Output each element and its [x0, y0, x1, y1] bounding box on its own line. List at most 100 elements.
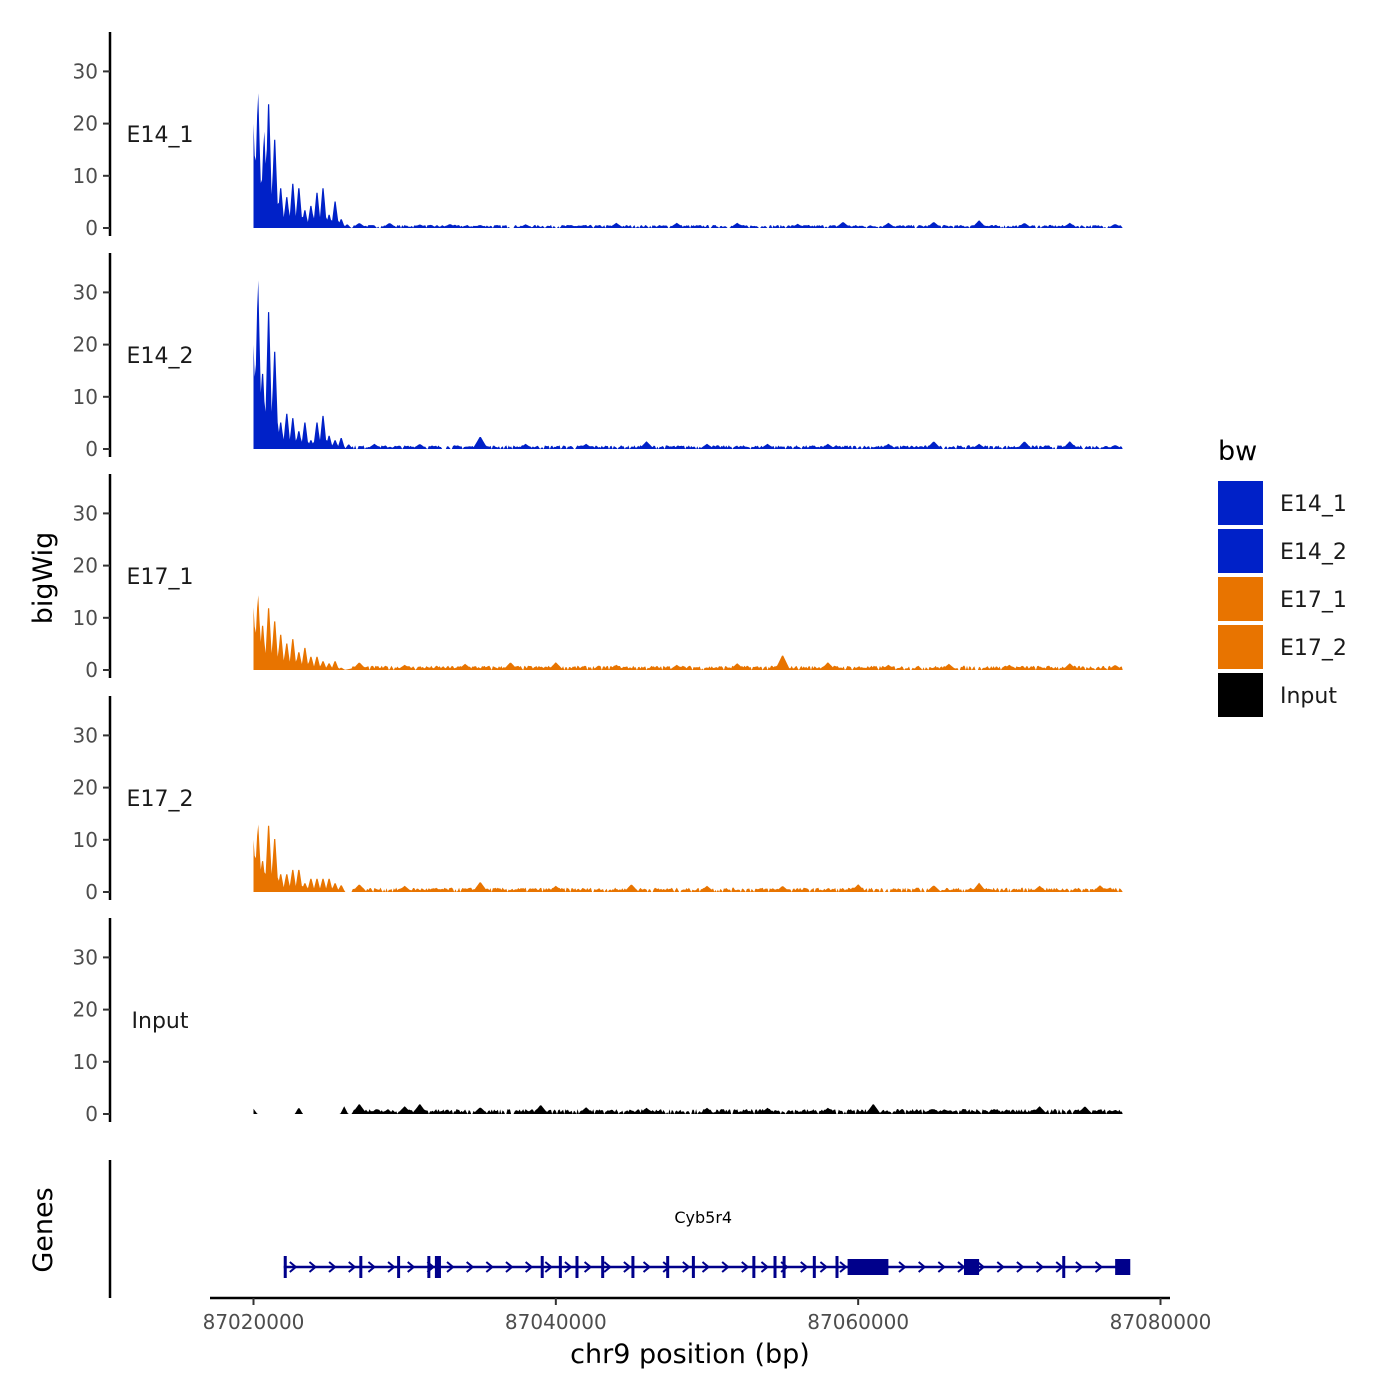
signal-area-E17_1 [253, 595, 1123, 670]
signal-area-E14_1 [253, 93, 1123, 228]
strand-arrow [544, 1261, 553, 1273]
strand-arrow [446, 1261, 455, 1273]
gene-exon [631, 1256, 635, 1278]
gene-exon [782, 1256, 786, 1278]
x-axis-title: chr9 position (bp) [570, 1339, 810, 1370]
legend-key-Input [1218, 673, 1263, 717]
strand-arrow [505, 1261, 514, 1273]
gene-exon [752, 1256, 756, 1278]
gene-exon [601, 1256, 605, 1278]
track-E14_1: 0 10 20 30 E14_1 [73, 32, 1123, 240]
gene-exon [1115, 1259, 1131, 1275]
strand-arrow [583, 1261, 593, 1273]
gene-track: Cyb5r4 [108, 1160, 1131, 1298]
y-tick-label: 30 [73, 59, 98, 83]
y-tick-label: 10 [73, 1050, 98, 1074]
x-tick-label: 87020000 [203, 1310, 305, 1334]
strand-arrow [623, 1261, 632, 1273]
y-tick-label: 30 [73, 501, 98, 525]
y-tick-label: 0 [85, 437, 98, 461]
x-tick-label: 87060000 [807, 1310, 909, 1334]
strand-arrow [308, 1261, 318, 1273]
strand-arrow [760, 1261, 770, 1273]
y-tick-label: 30 [73, 945, 98, 969]
strand-arrow [996, 1261, 1005, 1273]
legend-key-E14_1 [1218, 481, 1263, 525]
y-tick-label: 10 [73, 385, 98, 409]
strand-arrow [937, 1261, 946, 1273]
gene-exon [847, 1259, 889, 1275]
gene-exon [812, 1256, 816, 1278]
strand-arrow [367, 1261, 376, 1273]
track-E14_2: 0 10 20 30 E14_2 [73, 253, 1123, 461]
track-label-E14_1: E14_1 [127, 123, 194, 148]
track-E17_2: 0 10 20 30 E17_2 [73, 696, 1123, 904]
strand-arrow [485, 1261, 494, 1273]
legend-label-E17_1: E17_1 [1280, 588, 1347, 613]
strand-arrow [1035, 1261, 1045, 1273]
track-label-Input: Input [132, 1009, 189, 1034]
gene-exon [575, 1256, 579, 1278]
strand-arrow [1094, 1261, 1104, 1273]
strand-arrow [741, 1261, 750, 1273]
y-tick-label: 10 [73, 606, 98, 630]
gene-exon [835, 1256, 839, 1278]
strand-arrow [564, 1261, 573, 1273]
strand-arrow [976, 1261, 986, 1273]
strand-arrow [524, 1261, 534, 1273]
gene-exon [691, 1256, 695, 1278]
gene-name-label: Cyb5r4 [674, 1208, 732, 1227]
legend: bw E14_1 E14_2 E17_1 E17_2 Input [1218, 436, 1347, 717]
strand-arrow [642, 1261, 652, 1273]
strand-arrow [898, 1261, 907, 1273]
strand-arrow [1016, 1261, 1025, 1273]
gene-exon [397, 1256, 401, 1278]
strand-arrow [839, 1261, 848, 1273]
track-label-E17_1: E17_1 [127, 565, 194, 590]
strand-arrow [289, 1261, 298, 1273]
strand-arrow [918, 1261, 927, 1273]
x-tick-label: 87080000 [1110, 1310, 1212, 1334]
y-tick-label: 0 [85, 216, 98, 240]
strand-arrow [721, 1261, 730, 1273]
strand-arrow [1055, 1261, 1064, 1273]
signal-area-E14_2 [253, 280, 1123, 449]
legend-key-E17_1 [1218, 577, 1263, 621]
gene-exon [427, 1256, 431, 1278]
y-axis-title: bigWig [28, 532, 59, 625]
signal-tracks: 0 10 20 30 E14_1 0 10 20 30 E14_2 0 10 20 30 E17_1 0 10 2… [73, 32, 1123, 1126]
gene-exon [540, 1256, 544, 1278]
strand-arrow [387, 1261, 396, 1273]
y-tick-label: 20 [73, 776, 98, 800]
y-tick-label: 20 [73, 333, 98, 357]
legend-label-E17_2: E17_2 [1280, 636, 1347, 661]
strand-arrow [1075, 1261, 1084, 1273]
y-tick-label: 0 [85, 1102, 98, 1126]
y-tick-label: 20 [73, 998, 98, 1022]
y-tick-label: 0 [85, 658, 98, 682]
strand-arrow [348, 1261, 357, 1273]
track-Input: 0 10 20 30 Input [73, 918, 1123, 1126]
track-label-E14_2: E14_2 [127, 344, 194, 369]
genes-axis-title: Genes [28, 1187, 59, 1272]
signal-area-Input [253, 1104, 1123, 1114]
track-E17_1: 0 10 20 30 E17_1 [73, 474, 1123, 682]
strand-arrow [603, 1261, 612, 1273]
y-tick-label: 30 [73, 280, 98, 304]
track-label-E17_2: E17_2 [127, 787, 194, 812]
legend-label-Input: Input [1280, 684, 1337, 709]
strand-arrow [957, 1261, 966, 1273]
y-tick-label: 30 [73, 723, 98, 747]
strand-arrow [466, 1261, 475, 1273]
gene-exon [773, 1256, 777, 1278]
strand-arrow [328, 1261, 337, 1273]
strand-arrow [701, 1261, 711, 1273]
y-tick-label: 0 [85, 880, 98, 904]
strand-arrow [682, 1261, 691, 1273]
gene-exon [359, 1256, 363, 1278]
gene-exon [1062, 1256, 1066, 1278]
legend-key-E14_2 [1218, 529, 1263, 573]
gene-exon [666, 1256, 670, 1278]
legend-label-E14_2: E14_2 [1280, 540, 1347, 565]
